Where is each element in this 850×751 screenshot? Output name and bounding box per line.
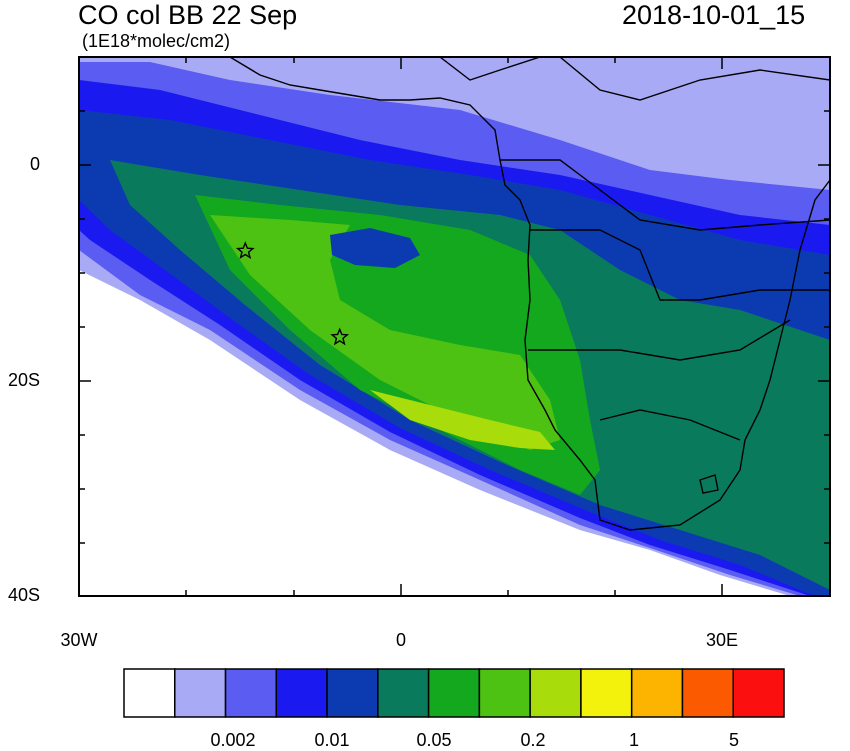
y-label-40s: 40S <box>7 585 40 605</box>
datetime-label: 2018-10-01_15 <box>622 0 806 30</box>
x-label-30w: 30W <box>60 630 98 650</box>
plume-interior-low <box>330 228 420 268</box>
x-label-0: 0 <box>395 630 406 650</box>
colorbar-box-7 <box>478 668 531 718</box>
colorbar-box-9 <box>580 668 633 718</box>
colorbar-box-0 <box>123 668 176 718</box>
colorbar-label-0.05: 0.05 <box>416 730 452 750</box>
plume-band-lightgreen <box>210 215 560 450</box>
coastlines <box>229 57 830 531</box>
map-field <box>79 57 830 596</box>
markers <box>235 241 350 346</box>
colorbar-box-10 <box>630 668 684 718</box>
units-label: (1E18*molec/cm2) <box>82 31 231 51</box>
colorbar-box-8 <box>529 668 582 718</box>
colorbar-box-5 <box>377 668 430 718</box>
star-marker-site-2 <box>330 327 350 346</box>
star-marker-site-1 <box>235 241 255 260</box>
plume-band-yellowgreen <box>370 390 555 450</box>
colorbar-label-1: 1 <box>628 730 639 750</box>
colorbar-box-11 <box>681 668 734 718</box>
colorbar-box-3 <box>275 668 328 718</box>
axis-ticks <box>78 57 830 597</box>
y-label-20s: 20S <box>7 370 40 390</box>
colorbar-label-0.002: 0.002 <box>210 730 256 750</box>
colorbar-label-0.2: 0.2 <box>520 730 546 750</box>
y-label-0: 0 <box>29 154 40 174</box>
colorbar-label-5: 5 <box>728 730 739 750</box>
colorbar-box-6 <box>427 668 481 718</box>
colorbar-box-12 <box>732 668 785 718</box>
colorbar-box-1 <box>174 668 227 718</box>
x-label-30e: 30E <box>705 630 739 650</box>
map-title: CO col BB 22 Sep <box>78 0 298 30</box>
colorbar-label-0.01: 0.01 <box>314 730 350 750</box>
colorbar-box-2 <box>224 668 278 718</box>
colorbar-box-4 <box>326 668 379 718</box>
colorbar <box>123 668 785 718</box>
